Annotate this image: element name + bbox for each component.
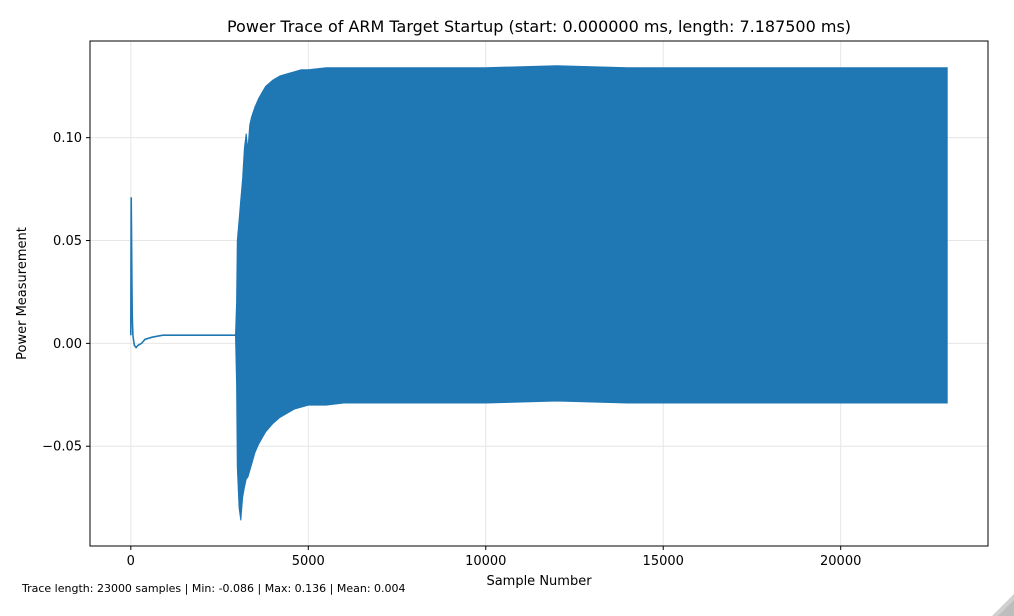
x-tick-label: 5000: [292, 554, 325, 569]
resize-grip-icon[interactable]: [992, 594, 1014, 616]
trace-oscillation-band: [234, 65, 948, 521]
y-tick-label: 0.05: [53, 234, 82, 249]
y-axis-ticks: −0.05 0.00 0.05 0.10: [42, 131, 90, 455]
y-tick-label: 0.10: [53, 131, 82, 146]
plot-area-frame: [89, 40, 989, 547]
x-tick-label: 10000: [465, 554, 506, 569]
trace-line-pre-startup: [130, 197, 236, 349]
power-trace-series: [130, 65, 948, 521]
x-tick-label: 0: [127, 554, 135, 569]
x-axis-label: Sample Number: [486, 574, 592, 589]
x-tick-label: 15000: [643, 554, 684, 569]
x-axis-ticks: 0 5000 10000 15000 20000: [127, 546, 861, 569]
y-tick-label: 0.00: [53, 337, 82, 352]
trace-stats-footer: Trace length: 23000 samples | Min: -0.08…: [22, 582, 406, 595]
y-tick-label: −0.05: [42, 440, 82, 455]
chart-title: Power Trace of ARM Target Startup (start…: [227, 17, 851, 36]
y-axis-label: Power Measurement: [15, 227, 30, 360]
x-tick-label: 20000: [820, 554, 861, 569]
